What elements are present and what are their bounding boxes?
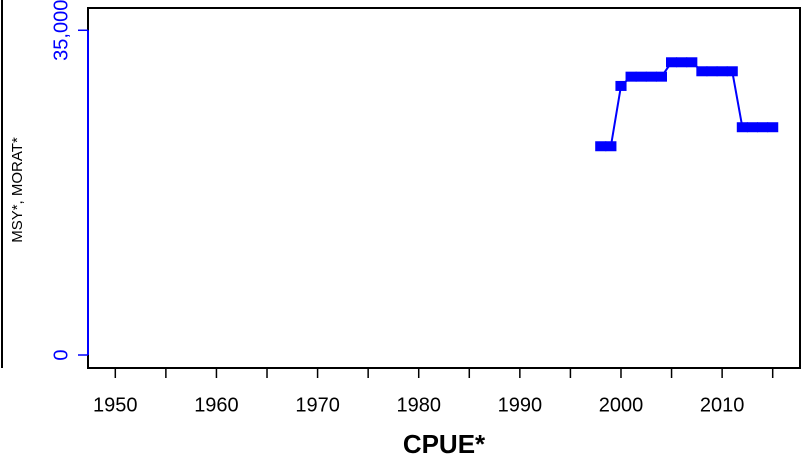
- x-tick-label: 1980: [396, 394, 441, 416]
- point-mark: [706, 66, 718, 77]
- point-mark: [686, 57, 698, 68]
- y-axis-label: MSY*, MORAT*: [9, 137, 26, 243]
- point-mark: [595, 141, 607, 152]
- point-mark: [615, 80, 627, 91]
- x-tick-label: 1990: [498, 394, 543, 416]
- point-mark: [676, 57, 688, 68]
- point-mark: [625, 71, 637, 82]
- point-mark: [757, 122, 769, 133]
- point-mark: [645, 71, 657, 82]
- point-mark: [696, 66, 708, 77]
- x-tick-label: 1960: [194, 394, 239, 416]
- point-mark: [605, 141, 617, 152]
- y-tick-label: 0: [50, 349, 72, 360]
- point-mark: [635, 71, 647, 82]
- point-mark: [746, 122, 759, 133]
- point-mark: [716, 66, 728, 77]
- x-tick-label: 1950: [93, 394, 138, 416]
- point-mark: [736, 122, 748, 133]
- x-tick-label: 1970: [295, 394, 340, 416]
- point-mark: [726, 66, 738, 77]
- x-tick-label: 2010: [700, 394, 745, 416]
- y-tick-label: 35,000: [50, 0, 72, 61]
- x-tick-label: 2000: [599, 394, 644, 416]
- point-mark: [767, 122, 779, 133]
- point-mark: [666, 57, 678, 68]
- x-axis-label: CPUE*: [403, 429, 486, 459]
- point-mark: [655, 71, 667, 82]
